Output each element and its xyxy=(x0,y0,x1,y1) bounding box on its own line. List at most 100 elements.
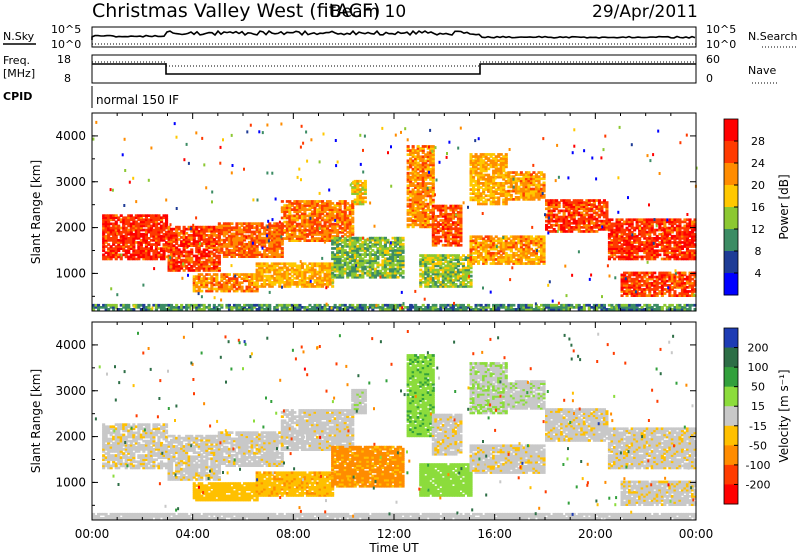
echo-cell xyxy=(175,252,179,256)
echo-cell xyxy=(436,272,440,276)
echo-cell xyxy=(285,281,289,284)
echo-cell xyxy=(132,247,136,250)
echo-cell xyxy=(283,220,287,224)
echo-cell xyxy=(137,237,141,240)
echo-cell xyxy=(504,157,508,160)
echo-cell xyxy=(245,275,249,278)
echo-cell xyxy=(358,184,362,187)
echo-cell xyxy=(416,219,420,222)
echo-cell xyxy=(494,253,498,257)
echo-cell xyxy=(137,249,141,253)
echo-cell xyxy=(472,196,476,200)
echo-cell xyxy=(137,247,141,250)
echo-cell xyxy=(555,201,559,204)
echo-cell xyxy=(258,251,262,254)
echo-cell xyxy=(431,188,435,192)
echo-cell xyxy=(210,231,214,235)
echo-cell xyxy=(160,249,164,253)
echo-cell xyxy=(275,251,279,254)
echo-cell xyxy=(396,253,400,256)
echo-cell xyxy=(165,243,169,246)
echo-cell xyxy=(623,220,627,224)
echo-cell xyxy=(469,198,473,202)
echo-cell xyxy=(190,244,194,247)
echo-cell xyxy=(225,232,229,236)
echo-cell xyxy=(439,204,443,208)
echo-cell xyxy=(316,200,320,203)
echo-cell xyxy=(446,221,450,224)
echo-cell xyxy=(469,258,473,261)
echo-cell xyxy=(519,245,523,249)
echo-cell xyxy=(265,232,269,236)
echo-cell xyxy=(210,225,214,229)
echo-cell xyxy=(200,242,204,245)
echo-cell xyxy=(414,176,418,179)
echo-cell xyxy=(497,202,501,206)
echo-cell xyxy=(399,236,403,240)
echo-cell xyxy=(303,204,307,207)
echo-cell xyxy=(243,226,247,230)
echo-cell xyxy=(235,226,239,230)
echo-cell xyxy=(441,272,445,276)
echo-cell xyxy=(225,242,229,246)
echo-cell xyxy=(444,225,448,228)
echo-cell xyxy=(653,232,657,236)
echo-cell xyxy=(293,226,297,230)
echo-cell xyxy=(341,249,345,252)
echo-cell xyxy=(177,267,181,270)
echo-cell xyxy=(172,238,176,241)
echo-cell xyxy=(451,210,455,214)
echo-cell xyxy=(426,215,430,218)
echo-cell xyxy=(195,225,199,229)
echo-cell xyxy=(532,253,536,257)
echo-cell xyxy=(310,220,314,224)
echo-cell xyxy=(620,251,624,255)
echo-cell xyxy=(416,149,420,152)
echo-cell xyxy=(240,232,244,236)
echo-cell xyxy=(391,242,395,246)
echo-cell xyxy=(144,243,148,246)
echo-cell xyxy=(542,245,546,249)
echo-cell xyxy=(487,188,491,191)
echo-cell xyxy=(494,235,498,239)
echo-cell xyxy=(348,206,352,209)
echo-cell xyxy=(482,260,486,263)
echo-cell xyxy=(487,173,491,177)
echo-cell xyxy=(230,240,234,244)
echo-cell xyxy=(210,258,214,262)
echo-cell xyxy=(504,260,508,263)
echo-cell xyxy=(406,174,410,177)
echo-cell xyxy=(562,203,566,206)
echo-cell xyxy=(577,199,581,202)
echo-cell xyxy=(316,229,320,232)
echo-cell xyxy=(439,229,443,233)
echo-cell xyxy=(529,239,533,243)
echo-cell xyxy=(484,247,488,251)
echo-cell xyxy=(527,191,531,195)
echo-cell xyxy=(157,218,161,222)
echo-cell xyxy=(275,278,279,282)
echo-cell xyxy=(421,276,425,280)
echo-cell xyxy=(331,231,335,234)
echo-cell xyxy=(436,285,440,288)
echo-cell xyxy=(454,283,458,286)
echo-cell xyxy=(449,285,453,288)
echo-cell xyxy=(419,157,423,161)
echo-cell xyxy=(107,234,111,238)
echo-cell xyxy=(441,212,445,216)
echo-cell xyxy=(197,248,201,252)
echo-cell xyxy=(298,231,302,234)
echo-cell xyxy=(207,289,211,293)
echo-cell xyxy=(144,245,148,248)
echo-cell xyxy=(351,218,355,222)
echo-cell xyxy=(190,264,194,268)
echo-cell xyxy=(492,258,496,261)
echo-cell xyxy=(351,212,355,216)
echo-cell xyxy=(341,226,345,230)
echo-cell xyxy=(248,251,252,254)
echo-cell xyxy=(514,181,518,185)
echo-cell xyxy=(567,201,571,204)
echo-cell xyxy=(363,267,367,271)
echo-cell xyxy=(625,237,629,240)
